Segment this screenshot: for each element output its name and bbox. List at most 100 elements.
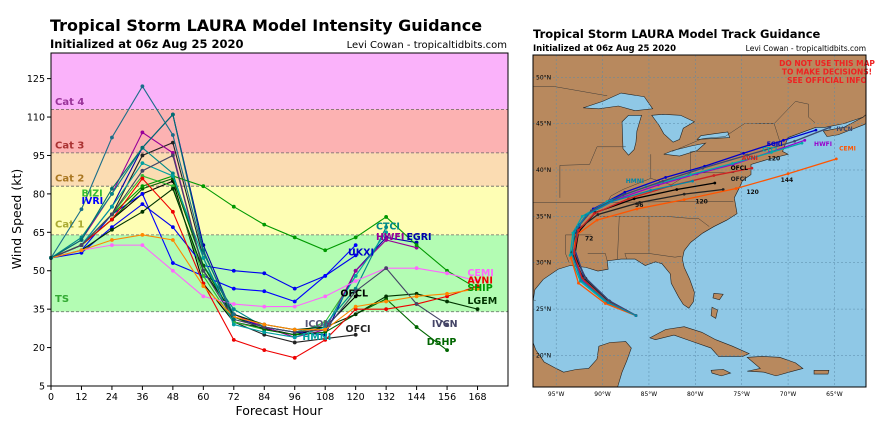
track-point: [682, 198, 686, 202]
track-point: [712, 174, 716, 177]
series-point: [79, 248, 84, 253]
track-point: [621, 193, 625, 197]
series-point: [201, 248, 206, 253]
series-point: [110, 135, 114, 140]
map-frame: [532, 54, 867, 388]
warning-text: TO MAKE DECISIONS!: [782, 68, 872, 77]
series-point: [445, 348, 449, 353]
series-point: [262, 348, 267, 353]
series-point: [170, 140, 175, 145]
series-label: OFCL: [340, 288, 368, 299]
series-point: [384, 225, 389, 230]
track-point: [691, 179, 694, 183]
state-border: [559, 146, 626, 198]
track-point: [793, 139, 796, 143]
series-line-ivcn: [50, 154, 448, 333]
series-label: IVCN: [432, 319, 458, 330]
track-label: HMNI: [626, 178, 644, 185]
series-point: [140, 161, 145, 166]
track-point: [675, 188, 679, 191]
series-point: [170, 133, 175, 137]
series-point: [170, 174, 175, 178]
series-label: CTCI: [376, 222, 400, 233]
series-point: [170, 261, 175, 265]
series-point: [475, 286, 480, 291]
lake-huron: [651, 114, 696, 143]
x-tick-label: 168: [468, 392, 486, 403]
series-point: [140, 176, 145, 181]
series-point: [384, 307, 389, 312]
y-tick-label: 35: [33, 305, 45, 316]
series-point: [292, 335, 297, 340]
series-point: [231, 317, 236, 322]
intensity-title: Tropical Storm LAURA Model Intensity Gui…: [50, 16, 482, 35]
series-point: [292, 340, 297, 345]
state-border: [617, 216, 620, 260]
track-point: [769, 150, 773, 154]
series-point: [170, 112, 175, 117]
series-point: [110, 227, 114, 232]
series-point: [170, 209, 175, 214]
track-label: CEMI: [839, 146, 856, 153]
series-point: [170, 225, 175, 230]
series-point: [231, 268, 236, 273]
series-point: [110, 191, 114, 196]
series-point: [323, 248, 328, 253]
track-label: 96: [635, 202, 643, 209]
series-point: [262, 289, 267, 294]
track-credit: Levi Cowan - tropicaltidbits.com: [746, 44, 866, 53]
series-point: [445, 299, 449, 304]
track-label: OFCL: [731, 165, 749, 172]
track-point: [734, 187, 738, 190]
track-point: [803, 138, 807, 142]
series-point: [140, 191, 145, 196]
track-point: [584, 214, 588, 217]
state-border: [648, 253, 682, 258]
series-point: [170, 186, 175, 191]
track-label: 144: [781, 177, 794, 184]
series-point: [140, 202, 145, 207]
longitude-label: 95°W: [548, 391, 565, 398]
x-tick-label: 156: [438, 392, 456, 403]
series-point: [140, 168, 145, 173]
track-point: [592, 212, 596, 215]
series-point: [384, 215, 389, 219]
x-tick-label: 120: [347, 392, 365, 403]
x-tick-label: 132: [377, 392, 395, 403]
track-label: AVNI: [742, 155, 758, 162]
series-point: [414, 243, 419, 248]
latitude-label: 25°N: [536, 306, 551, 313]
track-point: [610, 200, 614, 203]
track-point: [721, 188, 725, 191]
longitude-label: 70°W: [780, 391, 797, 398]
series-point: [140, 243, 145, 248]
track-point: [570, 252, 574, 256]
track-label: 120: [695, 198, 708, 205]
series-point: [414, 294, 419, 299]
series-point: [262, 330, 267, 335]
national-border: [533, 86, 608, 97]
latitude-label: 20°N: [536, 352, 551, 359]
series-label: UKXI: [348, 247, 374, 258]
x-tick-label: 36: [136, 392, 148, 403]
latitude-label: 45°N: [536, 121, 551, 128]
x-tick-label: 0: [48, 392, 54, 403]
series-point: [201, 284, 206, 288]
intensity-xlabel: Forecast Hour: [236, 403, 324, 418]
band-cat-4: [51, 53, 508, 110]
series-point: [110, 217, 114, 222]
x-tick-label: 12: [75, 392, 87, 403]
series-point: [384, 266, 389, 271]
track-point: [713, 181, 717, 185]
series-label: AVNI: [467, 276, 493, 287]
series-point: [353, 279, 358, 283]
series-label: EGRI: [406, 232, 431, 243]
y-tick-label: 110: [27, 113, 45, 124]
x-tick-label: 24: [106, 392, 118, 403]
track-point: [664, 176, 668, 179]
track-point: [579, 278, 583, 282]
lake-superior: [582, 92, 654, 111]
series-point: [231, 286, 236, 291]
series-point: [445, 271, 449, 276]
